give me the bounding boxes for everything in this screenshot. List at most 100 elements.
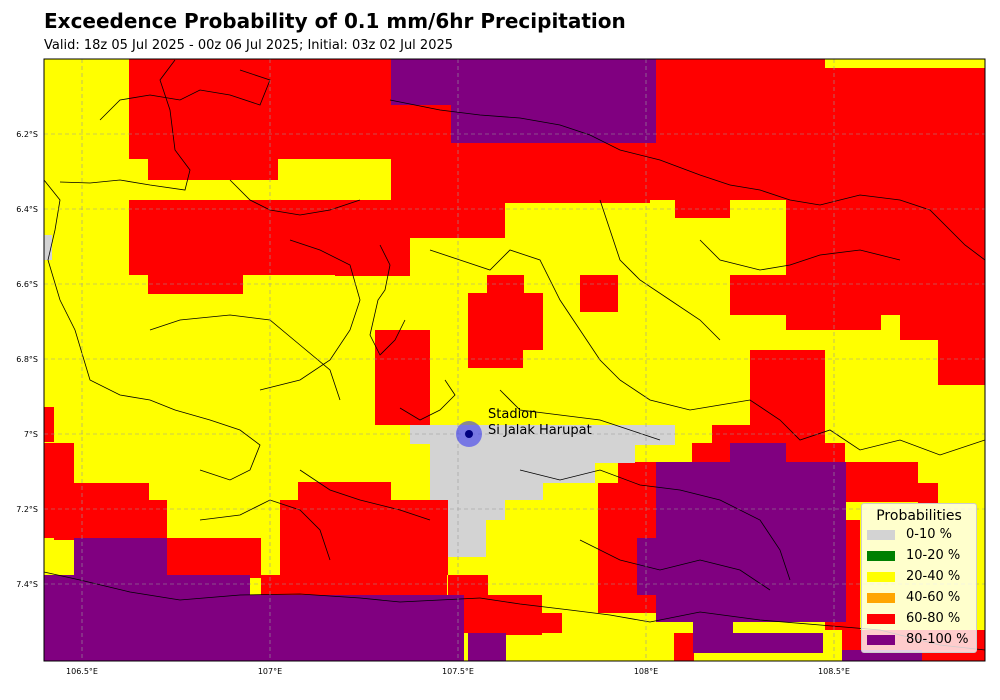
legend-item: 0-10 % — [862, 524, 976, 545]
probability-cell — [54, 500, 167, 540]
probability-cell — [430, 445, 635, 463]
boundary-line — [599, 199, 721, 341]
probability-cell — [730, 275, 985, 315]
y-axis-ticks: 6.2°S 6.4°S 6.6°S 6.8°S 7°S 7.2°S 7.4°S — [16, 130, 38, 589]
probability-cell — [712, 425, 752, 445]
boundary-line — [199, 499, 331, 561]
boundary-line — [174, 409, 261, 481]
probability-cell — [468, 633, 506, 661]
boundary-line — [99, 69, 271, 121]
probability-cell — [845, 462, 918, 502]
legend-swatch — [867, 613, 895, 624]
probability-cell — [825, 443, 845, 463]
probability-cell — [786, 200, 985, 280]
boundary-line — [59, 59, 191, 191]
gridlines — [44, 59, 985, 661]
probability-cell — [674, 633, 694, 661]
y-tick-label: 6.4°S — [16, 205, 38, 214]
probability-cell — [448, 500, 505, 520]
probability-cell — [542, 613, 562, 633]
boundary-line — [299, 469, 431, 521]
boundary-line — [579, 539, 771, 591]
boundary-line — [429, 249, 621, 381]
probability-cell — [278, 59, 391, 159]
legend-swatch — [867, 571, 895, 582]
probability-cell — [298, 482, 391, 512]
x-tick-label: 106.5°E — [66, 667, 98, 676]
boundary-line — [499, 389, 661, 441]
legend-label: 10-20 % — [906, 548, 961, 563]
station-label-line2: Si Jalak Harupat — [488, 423, 592, 438]
probability-cell — [468, 293, 543, 350]
legend-item: 20-40 % — [862, 566, 976, 587]
probability-cell — [280, 500, 448, 575]
boundary-line — [699, 239, 901, 271]
legend-label: 20-40 % — [906, 569, 961, 584]
y-tick-label: 6.8°S — [16, 355, 38, 364]
probability-cell — [580, 275, 618, 312]
boundary-line — [389, 99, 731, 186]
legend-swatch — [867, 634, 895, 645]
probability-cell — [468, 200, 505, 220]
probability-cell — [693, 633, 823, 653]
legend-item: 10-20 % — [862, 545, 976, 566]
probability-cell — [430, 425, 675, 445]
probability-cell — [637, 538, 672, 595]
probability-cell — [487, 595, 542, 635]
probability-cell — [148, 100, 278, 180]
probability-cell — [74, 538, 167, 578]
legend-item: 40-60 % — [862, 587, 976, 608]
legend-title: Probabilities — [876, 508, 962, 524]
probability-cell — [786, 310, 881, 330]
legend-label: 40-60 % — [906, 590, 961, 605]
probability-cell — [918, 483, 938, 503]
probability-cell — [675, 195, 730, 218]
legend-item: 80-100 % — [862, 629, 976, 650]
legend-label: 80-100 % — [906, 632, 969, 647]
probability-cell — [375, 330, 430, 425]
probability-cell — [750, 350, 825, 445]
x-tick-label: 108°E — [634, 667, 658, 676]
probability-cell — [710, 612, 730, 637]
probability-cell — [391, 105, 451, 205]
probability-cell — [167, 538, 261, 578]
x-tick-label: 108.5°E — [818, 667, 850, 676]
probability-cell — [44, 595, 464, 661]
probability-cell — [44, 235, 52, 260]
x-tick-label: 107°E — [258, 667, 282, 676]
y-tick-label: 7.4°S — [16, 580, 38, 589]
boundary-line — [44, 179, 176, 411]
probability-cell — [730, 443, 786, 462]
legend-item: 60-80 % — [862, 608, 976, 629]
probability-cell — [44, 443, 74, 483]
probability-cell — [44, 407, 54, 442]
boundary-line — [229, 179, 361, 216]
legend-swatch — [867, 592, 895, 603]
boundary-line — [399, 379, 456, 421]
legend-swatch — [867, 550, 895, 561]
map-subtitle: Valid: 18z 05 Jul 2025 - 00z 06 Jul 2025… — [44, 38, 454, 53]
station-label-line1: Stadion — [488, 407, 537, 422]
boundary-line — [259, 239, 361, 391]
probability-cell — [430, 483, 543, 500]
map-title: Exceedence Probability of 0.1 mm/6hr Pre… — [44, 9, 626, 33]
map-frame — [43, 58, 986, 662]
probability-cell — [938, 335, 985, 385]
probability-cell — [261, 575, 447, 595]
legend-label: 0-10 % — [906, 527, 952, 542]
legend-swatch — [867, 529, 895, 540]
y-tick-label: 6.6°S — [16, 280, 38, 289]
probability-cell — [430, 463, 595, 483]
y-tick-label: 6.2°S — [16, 130, 38, 139]
probability-cell — [656, 462, 846, 622]
boundary-line — [519, 469, 791, 581]
boundary-line — [619, 379, 985, 456]
x-axis-ticks: 106.5°E 107°E 107.5°E 108°E 108.5°E — [66, 667, 850, 676]
probability-cell — [730, 143, 825, 200]
probability-cell — [487, 275, 524, 295]
probability-cell — [842, 650, 922, 661]
y-tick-label: 7°S — [24, 430, 38, 439]
y-tick-label: 7.2°S — [16, 505, 38, 514]
probability-cell — [656, 59, 825, 143]
